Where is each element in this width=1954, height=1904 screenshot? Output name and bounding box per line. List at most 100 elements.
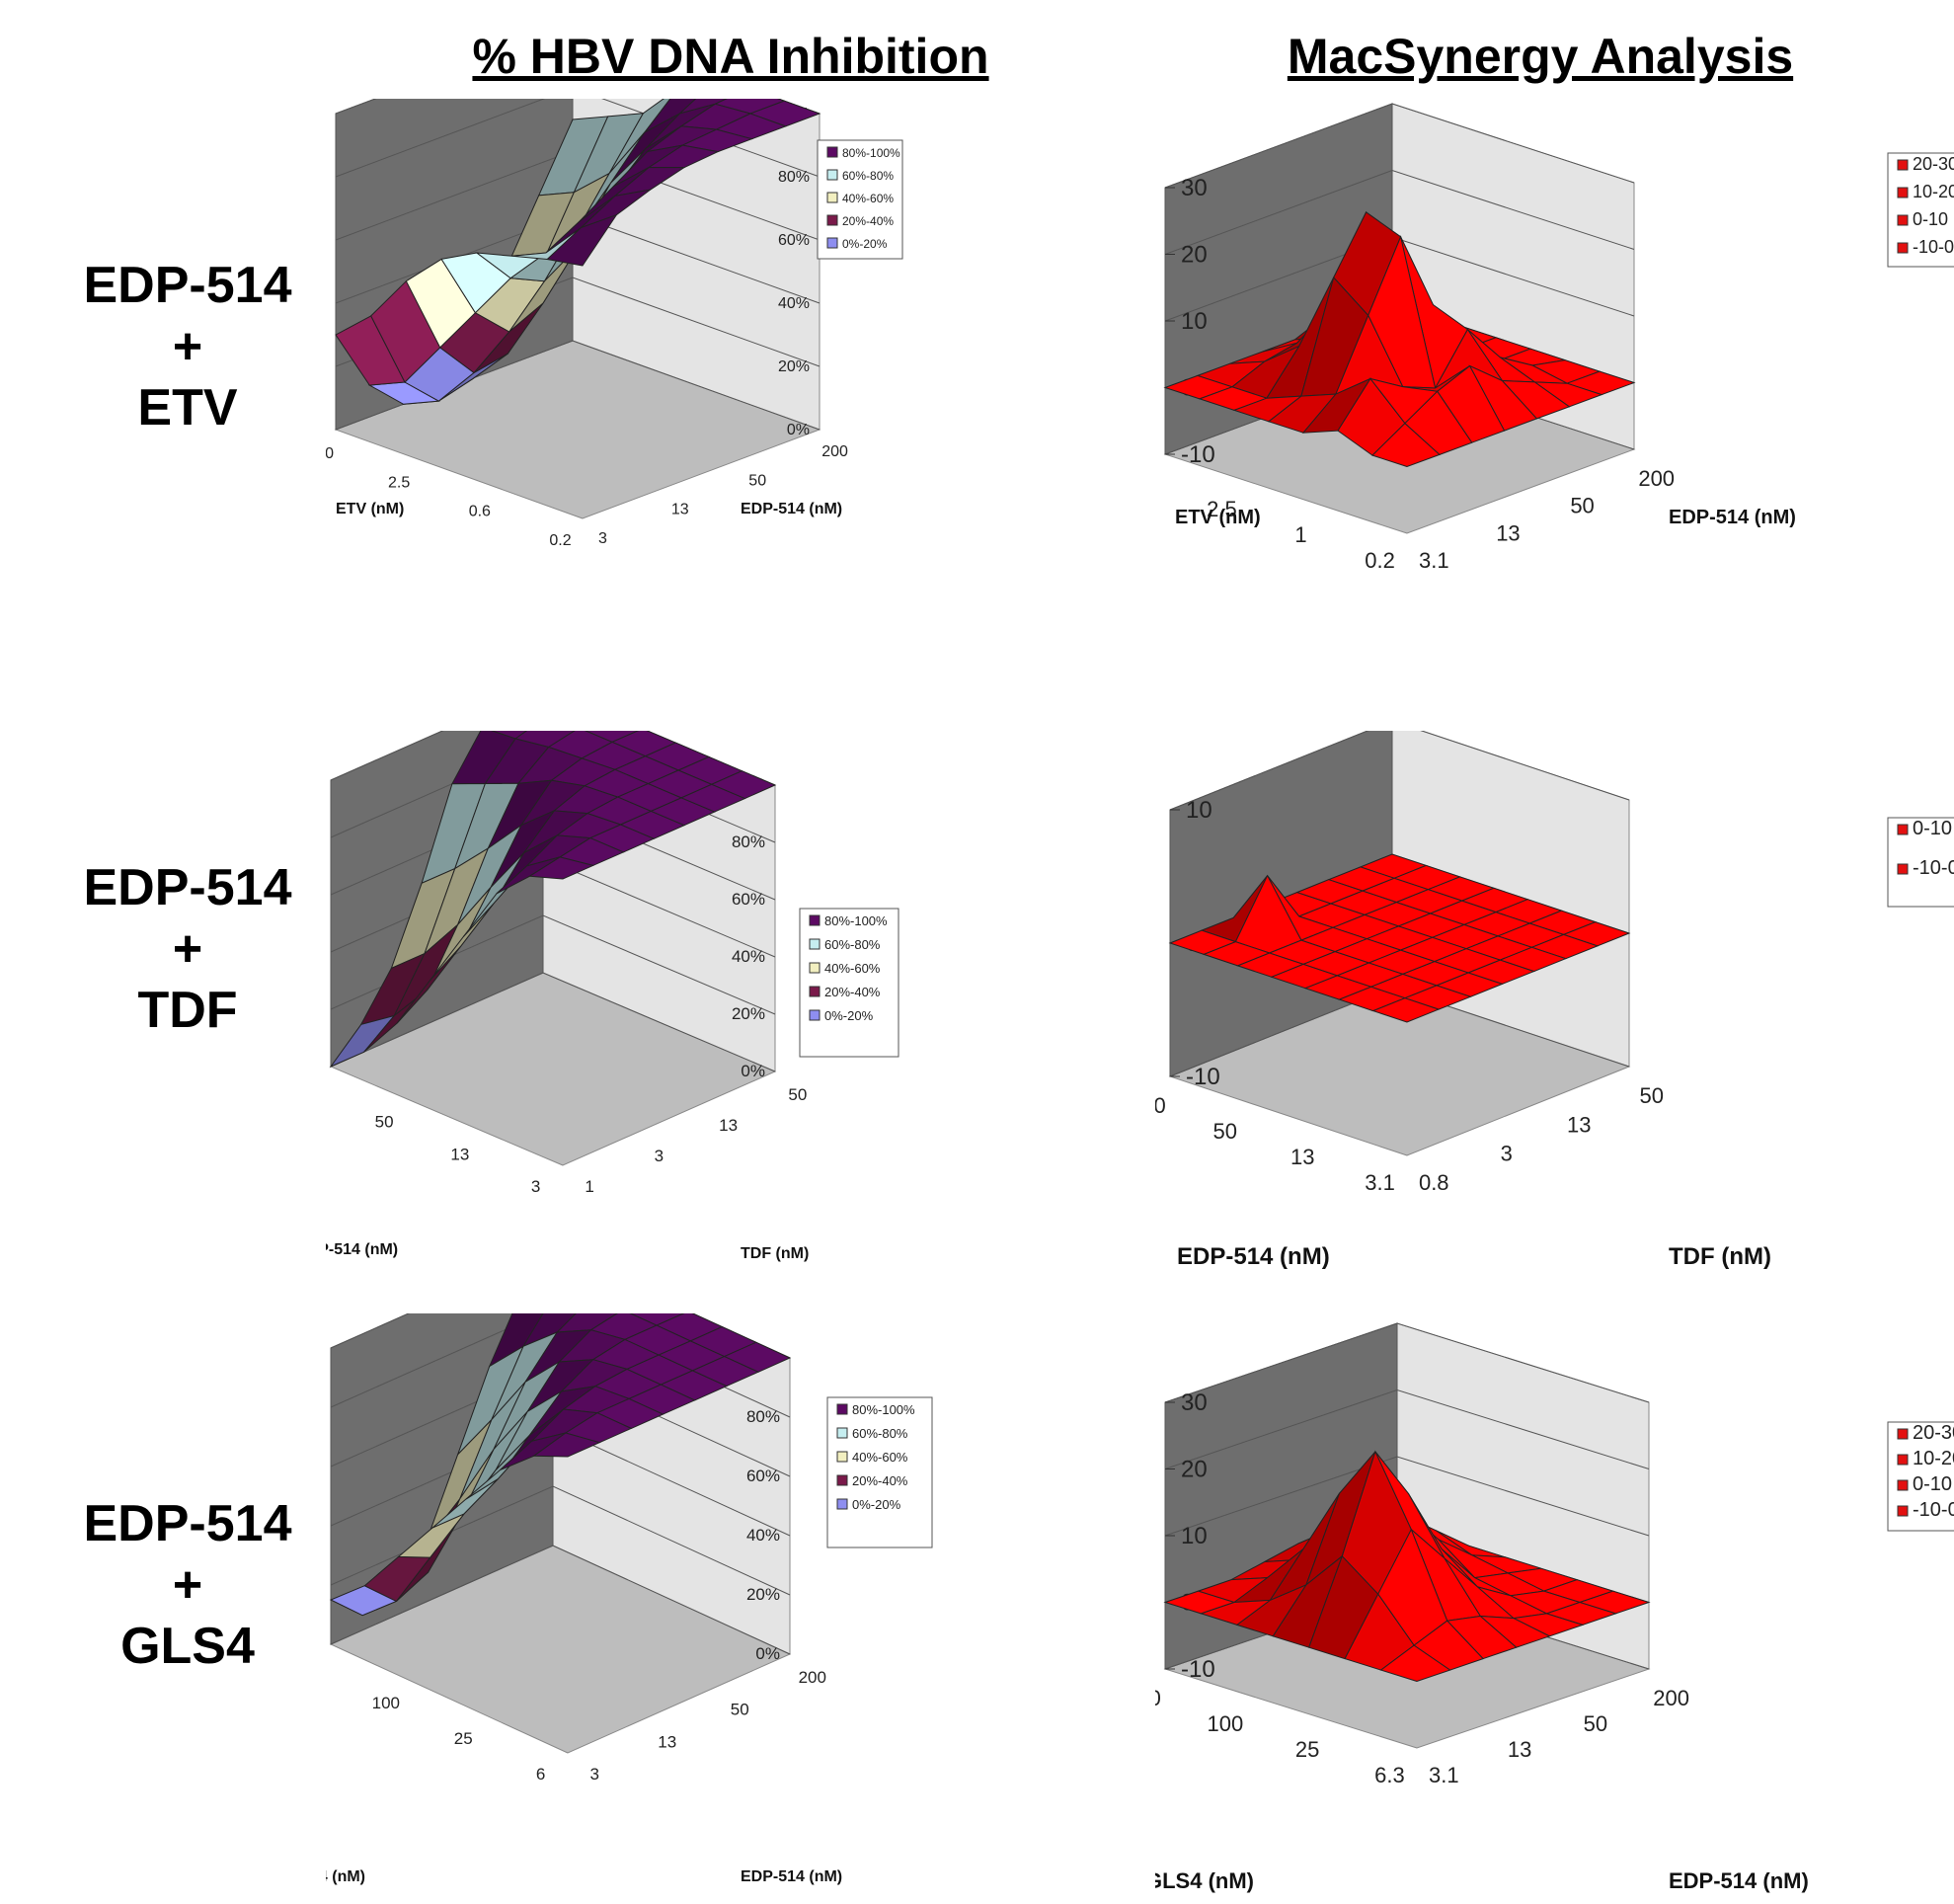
y-axis-label: EDP-514 (nM)	[741, 501, 842, 517]
gridline	[330, 1545, 791, 1655]
y-tick-label: 3	[598, 530, 607, 547]
legend-swatch	[1897, 863, 1909, 875]
legend-label: 40%-60%	[842, 192, 894, 205]
y-tick-label: 50	[1640, 1083, 1664, 1108]
surface	[1163, 210, 1636, 468]
gridline	[1164, 1322, 1650, 1403]
x-axis-label: GLS4 (nM)	[1155, 1868, 1254, 1893]
legend-label: 80%-100%	[852, 1402, 915, 1417]
x-tick-label: 0.2	[549, 532, 571, 549]
left-column-title: % HBV DNA Inhibition	[472, 29, 989, 84]
x-tick-label: 25	[1295, 1737, 1319, 1762]
legend: 80%-100% 60%-80% 40%-60% 20%-40% 0%-20%	[817, 139, 903, 260]
y-tick-label: 13	[671, 502, 689, 518]
x-tick-label: 50	[1213, 1119, 1237, 1144]
legend-label: 20-30	[1913, 1422, 1954, 1444]
legend-swatch	[809, 938, 821, 950]
z-tick-label: 20%	[778, 358, 810, 375]
legend-swatch	[1897, 1428, 1909, 1440]
z-tick-label: 60%	[732, 890, 765, 909]
row-label-etv: EDP-514 + ETV	[39, 255, 336, 438]
x-tick-label: 100	[1207, 1711, 1243, 1736]
z-tick-label: 60%	[746, 1467, 780, 1485]
surface-cell	[527, 856, 595, 880]
legend-swatch	[1897, 1479, 1909, 1491]
y-tick-label: 50	[788, 1085, 807, 1104]
legend: 20-30 10-20 0-10 -10-0	[1887, 152, 1954, 268]
x-tick-label: 0.2	[1365, 548, 1395, 573]
legend-label: 0%-20%	[842, 237, 888, 251]
gridline	[330, 972, 776, 1072]
legend-label: 80%-100%	[842, 146, 900, 160]
z-tick-label: -10	[1181, 441, 1215, 468]
legend-label: 10-20	[1913, 182, 1954, 201]
y-tick-label: 1	[585, 1177, 593, 1196]
legend-label: 0-10	[1913, 1473, 1952, 1495]
surface-cell	[532, 1432, 601, 1458]
y-tick-label: 13	[719, 1116, 738, 1135]
row-drug-a: EDP-514	[83, 257, 292, 314]
x-tick-label: 0.6	[469, 504, 491, 520]
gridline	[1164, 1456, 1650, 1537]
legend-swatch	[826, 192, 838, 203]
x-tick-label: 10.0	[326, 445, 334, 462]
legend-label: 60%-80%	[852, 1426, 908, 1441]
x-tick-label: 2.5	[388, 474, 410, 491]
gridline	[1164, 103, 1635, 189]
z-tick-label: 30	[1181, 175, 1208, 201]
z-tick-label: 80%	[732, 833, 765, 851]
chart-tdf-inhibition: 0%20%40%60%80%100%20050133131350EDP-514 …	[326, 731, 899, 1262]
chart-gls4-inhibition: 0%20%40%60%80%100%40010025631350200GLS4 …	[326, 1313, 933, 1885]
surface	[329, 731, 777, 1069]
z-tick-label: 40%	[746, 1526, 780, 1545]
y-tick-label: 200	[1653, 1686, 1689, 1710]
x-tick-label: 3	[531, 1177, 540, 1196]
legend-swatch	[1897, 242, 1909, 254]
legend-swatch	[836, 1498, 848, 1510]
z-tick-label: 10	[1186, 797, 1212, 824]
legend-label: 60%-80%	[824, 937, 881, 952]
row-plus: +	[172, 920, 203, 978]
y-tick-label: 13	[1567, 1112, 1591, 1137]
z-tick-label: 40%	[732, 947, 765, 966]
x-axis-label: EDP-514 (nM)	[1177, 1243, 1330, 1270]
x-axis-label: ETV (nM)	[336, 501, 404, 517]
legend-swatch	[809, 986, 821, 997]
legend-swatch	[826, 237, 838, 249]
legend-label: 0-10	[1913, 818, 1952, 839]
row-drug-b: TDF	[137, 982, 238, 1039]
legend: 20-30 10-20 0-10 -10-0	[1887, 1421, 1954, 1532]
x-tick-label: 200	[1155, 1093, 1166, 1118]
row-drug-b: GLS4	[120, 1618, 255, 1675]
legend-label: 40%-60%	[824, 961, 881, 976]
z-tick-label: 40%	[778, 295, 810, 312]
row-plus: +	[172, 318, 203, 375]
x-tick-label: 400	[1155, 1686, 1161, 1710]
right-column-title: MacSynergy Analysis	[1287, 29, 1794, 84]
y-tick-label: 200	[821, 443, 848, 460]
legend: 80%-100% 60%-80% 40%-60% 20%-40% 0%-20%	[799, 908, 899, 1058]
legend-label: 0%-20%	[852, 1497, 901, 1512]
row-drug-b: ETV	[137, 379, 238, 436]
legend: 80%-100% 60%-80% 40%-60% 20%-40% 0%-20%	[826, 1396, 933, 1548]
gridline	[1164, 1388, 1650, 1469]
z-tick-label: 20	[1181, 242, 1208, 269]
y-tick-label: 13	[1496, 520, 1520, 545]
x-axis-label: GLS4 (nM)	[326, 1868, 365, 1885]
y-tick-label: 200	[799, 1668, 826, 1687]
legend-swatch	[1897, 824, 1909, 835]
legend-label: 40%-60%	[852, 1450, 908, 1465]
z-tick-label: 80%	[746, 1407, 780, 1426]
chart-etv-inhibition: 0%20%40%60%80%100%10.02.50.60.231350200E…	[326, 99, 903, 549]
legend-swatch	[836, 1474, 848, 1486]
x-tick-label: 13	[450, 1145, 469, 1163]
gridline	[1169, 731, 1630, 811]
legend-label: 60%-80%	[842, 169, 894, 183]
z-tick-label: 0%	[755, 1644, 780, 1663]
row-label-gls4: EDP-514 + GLS4	[39, 1493, 336, 1677]
surface-cell	[1371, 997, 1441, 1023]
